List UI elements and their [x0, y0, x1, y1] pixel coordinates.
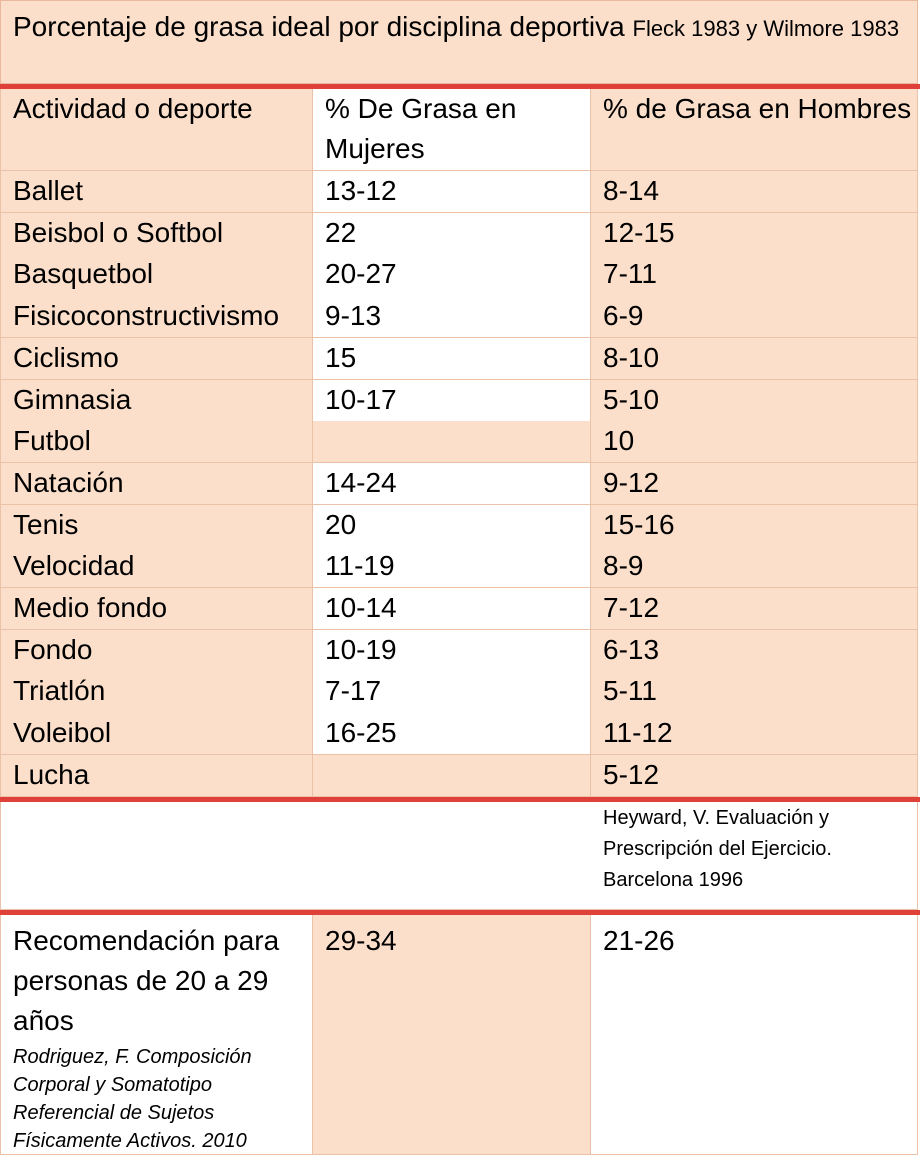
cell-men: 6-13 — [591, 629, 918, 672]
cell-men: 5-11 — [591, 671, 918, 714]
header-activity: Actividad o deporte — [0, 89, 313, 171]
recommendation-label-cell: Recomendación para personas de 20 a 29 a… — [0, 915, 313, 1155]
cell-sport: Medio fondo — [0, 588, 313, 631]
cell-men: 11-12 — [591, 713, 918, 756]
source-citation: Heyward, V. Evaluación y Prescripción de… — [603, 803, 903, 896]
recommendation-men: 21-26 — [591, 915, 918, 1155]
cell-women: 14-24 — [313, 462, 591, 506]
cell-sport: Voleibol — [0, 713, 313, 756]
cell-sport: Velocidad — [0, 546, 313, 589]
cell-women: 10-17 — [313, 379, 591, 422]
title-main: Porcentaje de grasa ideal por disciplina… — [13, 11, 625, 42]
reco-divider — [0, 910, 920, 915]
cell-sport: Lucha — [0, 754, 313, 797]
cell-men: 8-9 — [591, 546, 918, 589]
cell-women: 16-25 — [313, 713, 591, 756]
cell-sport: Gimnasia — [0, 379, 313, 422]
source-row — [0, 802, 918, 910]
cell-women: 22 — [313, 212, 591, 255]
cell-women: 20-27 — [313, 254, 591, 297]
cell-sport: Ballet — [0, 171, 313, 214]
cell-sport: Ciclismo — [0, 337, 313, 380]
cell-sport: Fondo — [0, 629, 313, 672]
header-women: % De Grasa en Mujeres — [313, 89, 591, 171]
cell-women: 15 — [313, 337, 591, 380]
cell-men: 5-12 — [591, 754, 918, 797]
cell-sport: Natación — [0, 462, 313, 506]
cell-men: 10 — [591, 421, 918, 464]
source-line-3: Barcelona 1996 — [603, 869, 744, 891]
cell-women: 10-19 — [313, 629, 591, 672]
cell-women: 9-13 — [313, 296, 591, 339]
recommendation-label: Recomendación para personas de 20 a 29 a… — [13, 925, 280, 1036]
table-title: Porcentaje de grasa ideal por disciplina… — [0, 0, 918, 84]
bottom-divider — [0, 797, 920, 802]
cell-men: 8-14 — [591, 171, 918, 214]
cell-men: 7-11 — [591, 254, 918, 297]
recommendation-reference: Rodriguez, F. Composición Corporal y Som… — [13, 1046, 252, 1152]
cell-women — [313, 754, 591, 797]
header-men: % de Grasa en Hombres — [591, 89, 918, 171]
cell-women: 10-14 — [313, 588, 591, 631]
cell-women: 7-17 — [313, 671, 591, 714]
cell-sport: Triatlón — [0, 671, 313, 714]
cell-sport: Fisicoconstructivismo — [0, 296, 313, 339]
cell-men: 12-15 — [591, 212, 918, 255]
cell-men: 9-12 — [591, 462, 918, 506]
cell-sport: Tenis — [0, 504, 313, 547]
cell-women: 13-12 — [313, 171, 591, 214]
cell-men: 8-10 — [591, 337, 918, 380]
source-line-1: Heyward, V. Evaluación y — [603, 807, 830, 829]
cell-men: 7-12 — [591, 588, 918, 631]
title-citation: Fleck 1983 y Wilmore 1983 — [632, 16, 900, 41]
cell-women: 20 — [313, 504, 591, 547]
cell-women: 11-19 — [313, 546, 591, 589]
cell-sport: Basquetbol — [0, 254, 313, 297]
cell-men: 6-9 — [591, 296, 918, 339]
cell-men: 5-10 — [591, 379, 918, 422]
top-divider — [0, 84, 920, 89]
source-line-2: Prescripción del Ejercicio. — [603, 838, 832, 860]
cell-sport: Beisbol o Softbol — [0, 212, 313, 255]
cell-men: 15-16 — [591, 504, 918, 547]
cell-sport: Futbol — [0, 421, 313, 464]
recommendation-women: 29-34 — [313, 915, 591, 1155]
cell-women — [313, 421, 591, 464]
